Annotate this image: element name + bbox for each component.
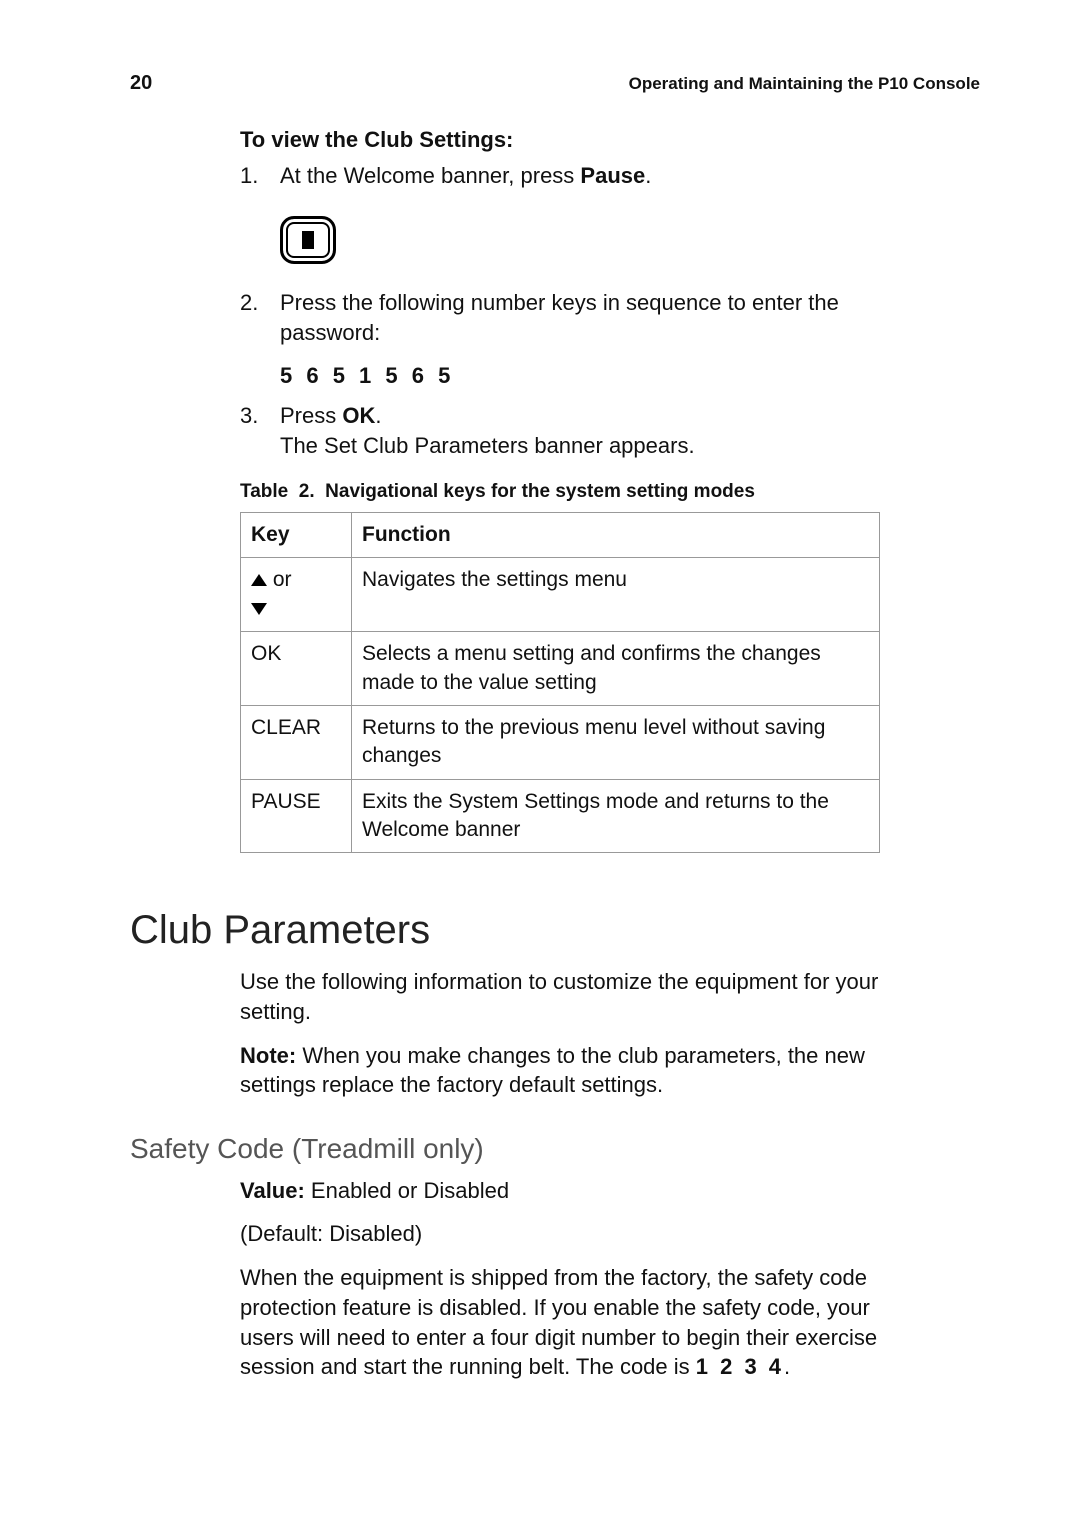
- cell-fn: Navigates the settings menu: [352, 558, 880, 632]
- steps-list-3: Press OK. The Set Club Parameters banner…: [240, 401, 880, 460]
- pause-icon: [280, 216, 336, 264]
- value-label: Value:: [240, 1178, 305, 1203]
- safety-value-line: Value: Enabled or Disabled: [240, 1176, 880, 1206]
- cell-fn: Exits the System Settings mode and retur…: [352, 779, 880, 853]
- note-text: When you make changes to the club parame…: [240, 1043, 865, 1098]
- safety-default: (Default: Disabled): [240, 1219, 880, 1249]
- step-2: Press the following number keys in seque…: [240, 288, 880, 347]
- step-3: Press OK. The Set Club Parameters banner…: [240, 401, 880, 460]
- note-label: Note:: [240, 1043, 296, 1068]
- safety-body-code: 1 2 3 4: [696, 1354, 784, 1379]
- step-1: At the Welcome banner, press Pause.: [240, 161, 880, 191]
- arrow-up-icon: [251, 574, 267, 586]
- running-head: Operating and Maintaining the P10 Consol…: [629, 73, 980, 96]
- table-row: CLEAR Returns to the previous menu level…: [241, 705, 880, 779]
- arrow-down-icon: [251, 603, 267, 615]
- step-1-text-post: .: [645, 163, 651, 188]
- cell-key: OK: [241, 632, 352, 706]
- safety-body-post: .: [784, 1354, 790, 1379]
- cell-key: PAUSE: [241, 779, 352, 853]
- club-params-para1: Use the following information to customi…: [240, 967, 880, 1026]
- safety-body: When the equipment is shipped from the f…: [240, 1263, 880, 1382]
- col-key: Key: [241, 513, 352, 558]
- table-caption: Table 2. Navigational keys for the syste…: [240, 479, 880, 505]
- password-sequence: 5 6 5 1 5 6 5: [240, 361, 880, 391]
- steps-list: At the Welcome banner, press Pause.: [240, 161, 880, 191]
- safety-code-body: Value: Enabled or Disabled (Default: Dis…: [240, 1176, 880, 1382]
- section-title-club-parameters: Club Parameters: [130, 903, 980, 957]
- table-row: OK Selects a menu setting and confirms t…: [241, 632, 880, 706]
- step-2-text: Press the following number keys in seque…: [280, 290, 839, 345]
- nav-keys-table: Key Function or Navigates the settings m…: [240, 512, 880, 853]
- value-text: Enabled or Disabled: [305, 1178, 509, 1203]
- col-function: Function: [352, 513, 880, 558]
- table-row: PAUSE Exits the System Settings mode and…: [241, 779, 880, 853]
- steps-list-2: Press the following number keys in seque…: [240, 288, 880, 347]
- page: 20 Operating and Maintaining the P10 Con…: [0, 0, 1080, 1535]
- content-column: To view the Club Settings: At the Welcom…: [240, 125, 880, 853]
- view-settings-heading: To view the Club Settings:: [240, 125, 880, 155]
- page-number: 20: [130, 70, 152, 97]
- step-3-pre: Press: [280, 403, 342, 428]
- cell-fn: Selects a menu setting and confirms the …: [352, 632, 880, 706]
- cell-fn: Returns to the previous menu level witho…: [352, 705, 880, 779]
- table-header-row: Key Function: [241, 513, 880, 558]
- club-params-body: Use the following information to customi…: [240, 967, 880, 1100]
- arrow-or-text: or: [267, 568, 292, 591]
- step-1-bold: Pause: [580, 163, 645, 188]
- club-params-note: Note: When you make changes to the club …: [240, 1041, 880, 1100]
- step-3-post: .: [375, 403, 381, 428]
- table-row: or Navigates the settings menu: [241, 558, 880, 632]
- step-1-text-pre: At the Welcome banner, press: [280, 163, 580, 188]
- page-header: 20 Operating and Maintaining the P10 Con…: [130, 70, 980, 97]
- step-3-bold: OK: [342, 403, 375, 428]
- cell-key-arrows: or: [241, 558, 352, 632]
- step-3-after: The Set Club Parameters banner appears.: [280, 431, 880, 461]
- subsection-title-safety-code: Safety Code (Treadmill only): [130, 1130, 980, 1168]
- cell-key: CLEAR: [241, 705, 352, 779]
